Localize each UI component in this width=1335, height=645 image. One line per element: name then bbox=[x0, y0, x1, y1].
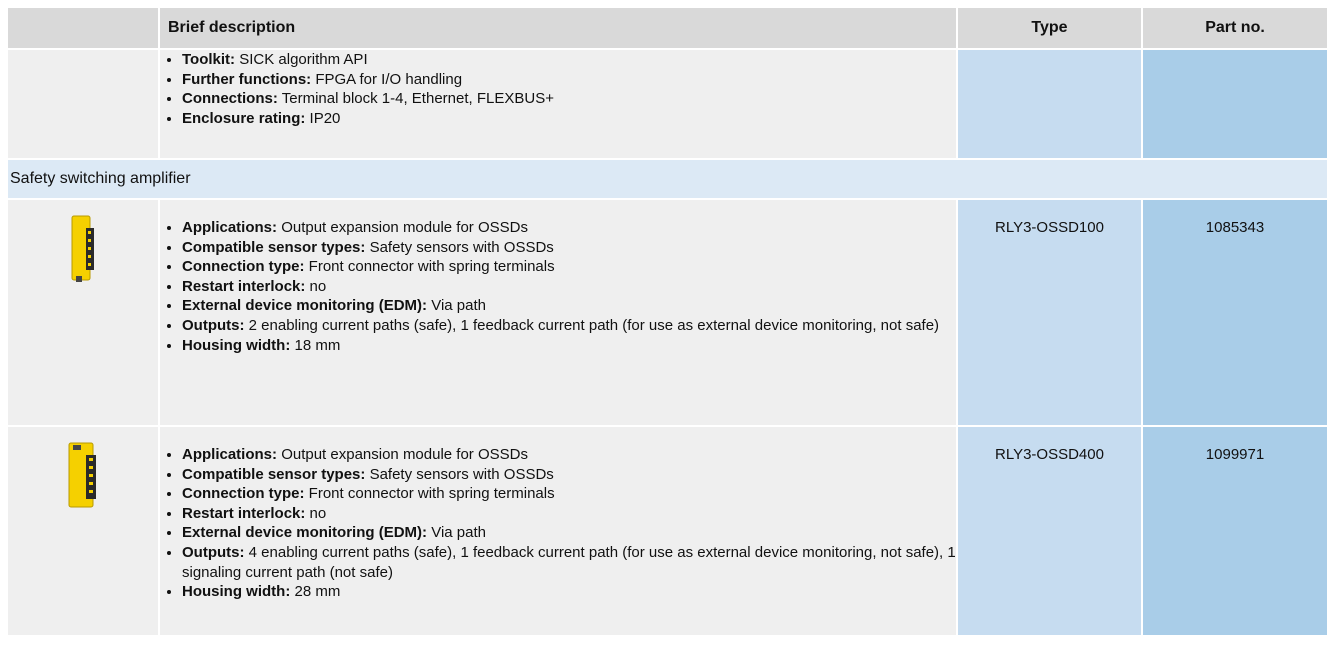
spec-item: Applications: Output expansion module fo… bbox=[182, 218, 956, 238]
type-cell bbox=[958, 50, 1141, 158]
spec-label: External device monitoring (EDM): bbox=[182, 297, 428, 315]
spec-label: Compatible sensor types: bbox=[182, 465, 366, 483]
spec-text: 2 enabling current paths (safe), 1 feedb… bbox=[248, 316, 940, 334]
spec-text: Output expansion module for OSSDs bbox=[281, 219, 528, 236]
spec-item: Connections: Terminal block 1-4, Etherne… bbox=[182, 89, 956, 109]
spec-text: no bbox=[309, 504, 327, 522]
spec-label: Restart interlock: bbox=[182, 504, 306, 522]
spec-text: IP20 bbox=[309, 109, 341, 127]
spec-list: Toolkit: SICK algorithm APIFurther funct… bbox=[160, 50, 956, 128]
spec-text: FPGA for I/O handling bbox=[315, 70, 463, 88]
spec-label: Applications: bbox=[182, 219, 278, 236]
spec-label: External device monitoring (EDM): bbox=[182, 524, 428, 542]
image-cell bbox=[8, 200, 158, 425]
spec-text: Safety sensors with OSSDs bbox=[369, 465, 554, 483]
spec-item: Connection type: Front connector with sp… bbox=[182, 484, 956, 504]
section-row: Safety switching amplifier bbox=[8, 160, 1327, 198]
spec-item: Housing width: 18 mm bbox=[182, 336, 956, 356]
spec-label: Housing width: bbox=[182, 336, 291, 354]
spec-item: External device monitoring (EDM): Via pa… bbox=[182, 296, 956, 316]
header-cell: Type bbox=[958, 8, 1141, 48]
spec-label: Connection type: bbox=[182, 258, 305, 276]
description-cell: Toolkit: SICK algorithm APIFurther funct… bbox=[160, 50, 956, 158]
spec-text: SICK algorithm API bbox=[239, 51, 368, 68]
spec-list: Applications: Output expansion module fo… bbox=[160, 200, 956, 355]
spec-text: Front connector with spring terminals bbox=[308, 258, 555, 276]
spec-label: Connections: bbox=[182, 90, 278, 108]
spec-item: Compatible sensor types: Safety sensors … bbox=[182, 238, 956, 258]
spec-label: Further functions: bbox=[182, 70, 312, 88]
part-cell: 1099971 bbox=[1143, 427, 1327, 635]
spec-item: Restart interlock: no bbox=[182, 277, 956, 297]
header-row: Brief description Type Part no. bbox=[8, 8, 1327, 48]
section-title: Safety switching amplifier bbox=[8, 160, 1327, 198]
row: Toolkit: SICK algorithm APIFurther funct… bbox=[8, 50, 1327, 158]
header-cell: Brief description bbox=[160, 8, 956, 48]
spec-item: Housing width: 28 mm bbox=[182, 582, 956, 602]
header-cell: Part no. bbox=[1143, 8, 1327, 48]
description-cell: Applications: Output expansion module fo… bbox=[160, 200, 956, 425]
spec-text: 18 mm bbox=[294, 336, 341, 354]
spec-item: Outputs: 2 enabling current paths (safe)… bbox=[182, 316, 956, 336]
spec-text: Safety sensors with OSSDs bbox=[369, 238, 554, 256]
type: RLY3-OSSD400 bbox=[995, 446, 1104, 463]
part-cell bbox=[1143, 50, 1327, 158]
image-cell bbox=[8, 50, 158, 158]
spec-text: Output expansion module for OSSDs bbox=[281, 446, 528, 463]
type-cell: RLY3-OSSD400 bbox=[958, 427, 1141, 635]
part-number: 1085343 bbox=[1205, 219, 1265, 236]
product-image bbox=[68, 442, 96, 508]
spec-label: Applications: bbox=[182, 446, 278, 463]
spec-item: External device monitoring (EDM): Via pa… bbox=[182, 523, 956, 543]
spec-text: Via path bbox=[431, 524, 486, 542]
spec-list: Applications: Output expansion module fo… bbox=[160, 427, 956, 602]
spec-text: Terminal block 1-4, Ethernet, FLEXBUS+ bbox=[281, 90, 554, 108]
spec-item: Outputs: 4 enabling current paths (safe)… bbox=[182, 543, 956, 582]
spec-item: Connection type: Front connector with sp… bbox=[182, 257, 956, 277]
type: RLY3-OSSD100 bbox=[995, 219, 1104, 236]
spec-label: Outputs: bbox=[182, 316, 245, 334]
spec-text: Via path bbox=[431, 297, 486, 315]
row: Applications: Output expansion module fo… bbox=[8, 427, 1327, 635]
description-cell: Applications: Output expansion module fo… bbox=[160, 427, 956, 635]
type-cell: RLY3-OSSD100 bbox=[958, 200, 1141, 425]
spec-item: Toolkit: SICK algorithm API bbox=[182, 50, 956, 70]
product-image bbox=[71, 215, 94, 282]
spec-item: Restart interlock: no bbox=[182, 504, 956, 524]
spec-text: 4 enabling current paths (safe), 1 feedb… bbox=[182, 543, 956, 581]
spec-item: Enclosure rating: IP20 bbox=[182, 109, 956, 129]
spec-label: Housing width: bbox=[182, 583, 291, 601]
spec-label: Toolkit: bbox=[182, 51, 236, 68]
spec-label: Connection type: bbox=[182, 485, 305, 503]
product-table: Brief description Type Part no. Toolkit:… bbox=[6, 6, 1329, 637]
spec-label: Enclosure rating: bbox=[182, 109, 306, 127]
header-cell bbox=[8, 8, 158, 48]
spec-item: Applications: Output expansion module fo… bbox=[182, 445, 956, 465]
spec-text: 28 mm bbox=[294, 583, 341, 601]
spec-label: Restart interlock: bbox=[182, 277, 306, 295]
row: Applications: Output expansion module fo… bbox=[8, 200, 1327, 425]
spec-text: Front connector with spring terminals bbox=[308, 485, 555, 503]
part-number: 1099971 bbox=[1205, 446, 1265, 463]
spec-item: Compatible sensor types: Safety sensors … bbox=[182, 465, 956, 485]
spec-label: Compatible sensor types: bbox=[182, 238, 366, 256]
spec-item: Further functions: FPGA for I/O handling bbox=[182, 70, 956, 90]
spec-text: no bbox=[309, 277, 327, 295]
image-cell bbox=[8, 427, 158, 635]
part-cell: 1085343 bbox=[1143, 200, 1327, 425]
spec-label: Outputs: bbox=[182, 543, 245, 561]
